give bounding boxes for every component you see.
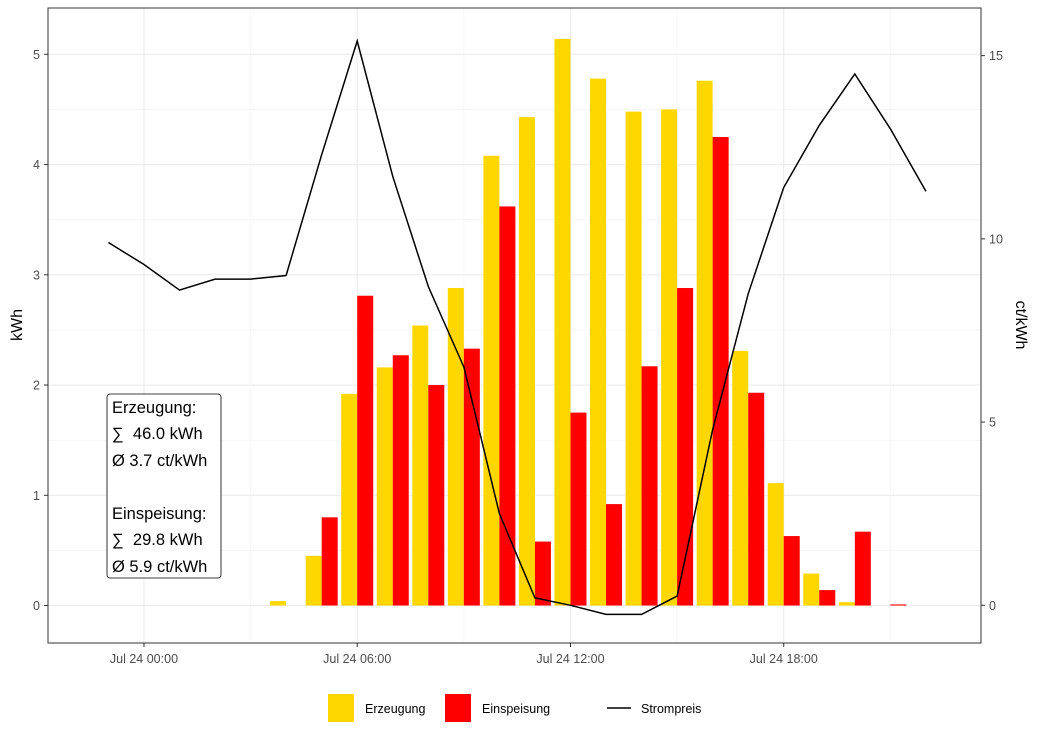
x-tick-label: Jul 24 18:00 — [750, 652, 818, 666]
annotation-line: Ø 3.7 ct/kWh — [112, 452, 207, 470]
panel-border — [47, 7, 982, 644]
line-strompreis — [108, 38, 927, 616]
bar-einspeisung — [890, 604, 907, 606]
x-tick-label: Jul 24 00:00 — [110, 652, 178, 666]
bar-einspeisung — [606, 504, 623, 606]
x-tick-label: Jul 24 06:00 — [323, 652, 391, 666]
bar-erzeugung — [376, 367, 393, 606]
bar-einspeisung — [783, 536, 800, 606]
annotation-box — [106, 393, 222, 579]
bar-einspeisung — [534, 541, 551, 606]
y-axis-left-ticks: 0 1 2 3 4 5 — [33, 48, 48, 613]
y-right-tick-label: 15 — [989, 49, 1003, 63]
bar-erzeugung — [447, 288, 464, 606]
y-axis-right-ticks: 0 5 10 15 — [981, 49, 1003, 613]
bar-einspeisung — [392, 355, 409, 606]
legend-label-einspeisung: Einspeisung — [482, 702, 550, 716]
legend-key-erzeugung — [328, 694, 354, 722]
legend-label-erzeugung: Erzeugung — [365, 702, 426, 716]
bar-einspeisung — [712, 136, 729, 606]
bar-erzeugung — [305, 555, 322, 606]
annotation-line: Ø 5.9 ct/kWh — [112, 558, 207, 576]
bar-erzeugung — [838, 602, 855, 606]
x-axis-ticks: Jul 24 00:00 Jul 24 06:00 Jul 24 12:00 Jul … — [110, 643, 818, 666]
bar-layer — [270, 38, 907, 606]
bar-einspeisung — [819, 590, 836, 606]
price-line-layer — [108, 38, 927, 616]
y-left-tick-label: 4 — [33, 158, 40, 172]
bar-erzeugung — [483, 155, 500, 606]
bar-einspeisung — [463, 348, 480, 606]
bar-erzeugung — [767, 483, 784, 606]
y-axis-right-title: ct/kWh — [1012, 301, 1029, 350]
bar-einspeisung — [570, 412, 587, 606]
bar-erzeugung — [590, 78, 607, 606]
x-tick-label: Jul 24 12:00 — [536, 652, 604, 666]
bar-einspeisung — [499, 206, 516, 606]
legend: Erzeugung Einspeisung Strompreis — [328, 694, 701, 722]
bar-einspeisung — [321, 517, 338, 606]
y-axis-left-title: kWh — [9, 309, 26, 341]
y-right-tick-label: 5 — [989, 416, 996, 430]
bar-einspeisung — [854, 531, 871, 606]
annotation-line: Erzeugung: — [112, 399, 196, 417]
legend-label-strompreis: Strompreis — [641, 702, 701, 716]
bar-erzeugung — [625, 111, 642, 606]
bar-erzeugung — [696, 80, 713, 606]
y-left-tick-label: 1 — [33, 489, 40, 503]
y-right-tick-label: 0 — [989, 599, 996, 613]
bar-erzeugung — [270, 601, 287, 606]
bar-erzeugung — [554, 38, 571, 606]
bar-einspeisung — [357, 295, 374, 606]
annotation-line: Einspeisung: — [112, 505, 206, 523]
y-right-tick-label: 10 — [989, 232, 1003, 246]
bar-einspeisung — [677, 288, 694, 606]
y-left-tick-label: 5 — [33, 48, 40, 62]
y-left-tick-label: 2 — [33, 379, 40, 393]
y-left-tick-label: 3 — [33, 268, 40, 282]
bar-erzeugung — [412, 325, 429, 606]
bar-erzeugung — [732, 350, 749, 606]
y-left-tick-label: 0 — [33, 599, 40, 613]
bar-erzeugung — [518, 117, 535, 606]
bar-einspeisung — [428, 385, 445, 606]
bar-erzeugung — [803, 573, 820, 606]
annotation-line: ∑ 46.0 kWh — [112, 425, 203, 443]
annotation-line: ∑ 29.8 kWh — [112, 531, 203, 549]
bar-einspeisung — [748, 392, 765, 606]
bar-erzeugung — [341, 393, 358, 606]
legend-key-einspeisung — [445, 694, 471, 722]
summary-annotation: Erzeugung: ∑ 46.0 kWh Ø 3.7 ct/kWh Einsp… — [106, 393, 222, 579]
bar-erzeugung — [661, 109, 678, 606]
bar-einspeisung — [641, 366, 658, 606]
